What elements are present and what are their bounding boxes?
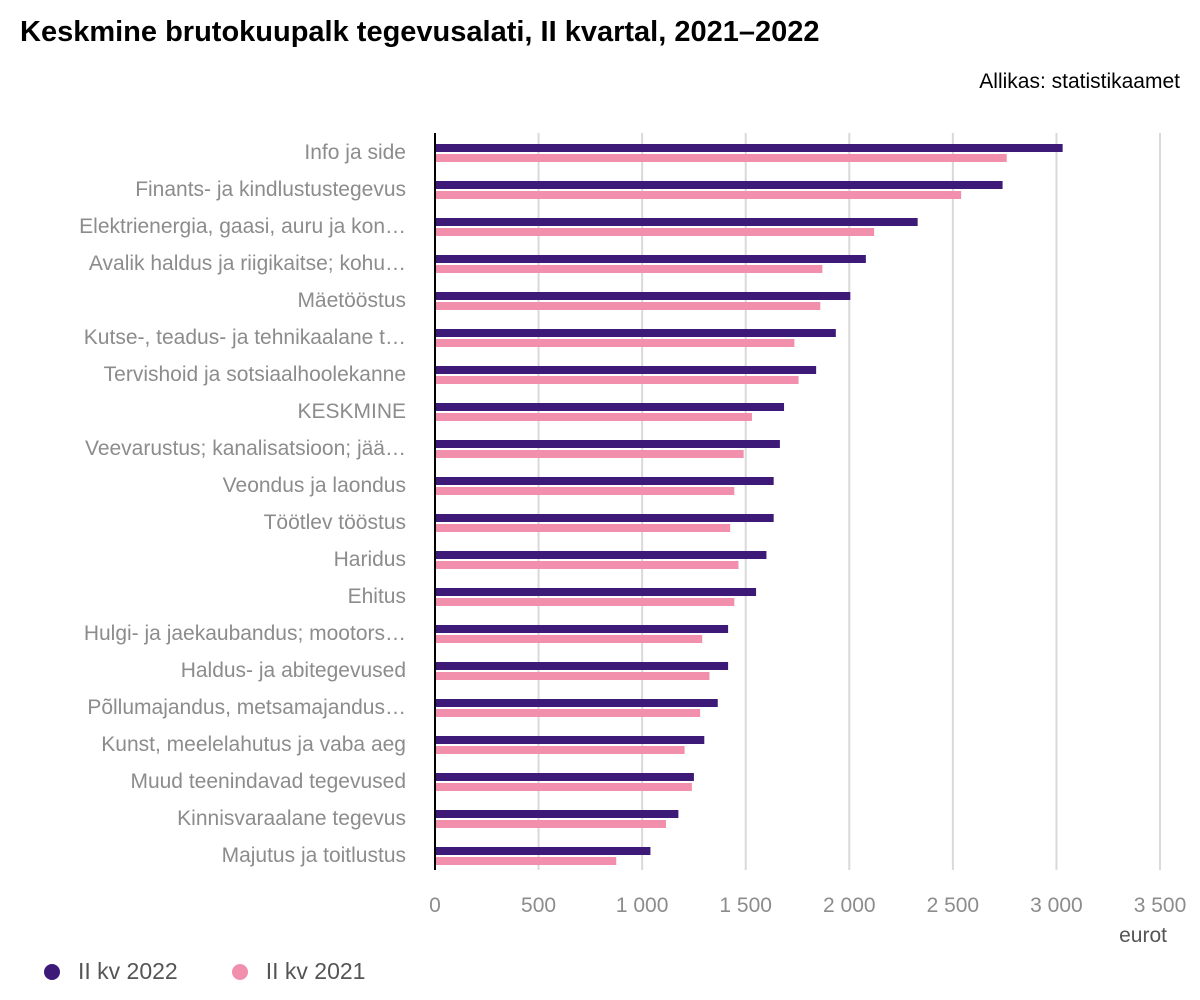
category-label: Haldus- ja abitegevused bbox=[181, 659, 406, 682]
category-label: Töötlev tööstus bbox=[264, 511, 406, 534]
bar-2022[interactable] bbox=[435, 477, 774, 485]
bar-2021[interactable] bbox=[435, 413, 752, 421]
bar-2021[interactable] bbox=[435, 672, 710, 680]
bar-2021[interactable] bbox=[435, 487, 735, 495]
legend: II kv 2022 II kv 2021 bbox=[44, 958, 365, 985]
category-labels: Info ja side Finants- ja kindlustustegevu… bbox=[79, 141, 406, 867]
bar-2021[interactable] bbox=[435, 339, 795, 347]
x-tick-label: 3 000 bbox=[1030, 894, 1083, 917]
bar-2022[interactable] bbox=[435, 736, 705, 744]
bars-layer bbox=[435, 144, 1063, 865]
bar-2021[interactable] bbox=[435, 302, 821, 310]
bar-2022[interactable] bbox=[435, 551, 767, 559]
bar-2021[interactable] bbox=[435, 265, 823, 273]
legend-item-2022[interactable]: II kv 2022 bbox=[44, 958, 178, 985]
bar-2022[interactable] bbox=[435, 292, 851, 300]
category-label: Info ja side bbox=[304, 141, 406, 164]
category-label: Elektrienergia, gaasi, auru ja kon… bbox=[79, 215, 406, 238]
bar-2022[interactable] bbox=[435, 329, 836, 337]
bar-2021[interactable] bbox=[435, 191, 962, 199]
category-label: Muud teenindavad tegevused bbox=[130, 770, 406, 793]
chart-title: Keskmine brutokuupalk tegevusalati, II k… bbox=[20, 16, 820, 48]
bar-2021[interactable] bbox=[435, 820, 666, 828]
bar-2022[interactable] bbox=[435, 255, 866, 263]
category-label: Finants- ja kindlustustegevus bbox=[135, 178, 406, 201]
legend-dot-icon bbox=[231, 963, 248, 980]
category-label: Avalik haldus ja riigikaitse; kohu… bbox=[89, 252, 406, 275]
bar-2021[interactable] bbox=[435, 783, 692, 791]
category-label: Mäetööstus bbox=[297, 289, 406, 312]
category-label: Veevarustus; kanalisatsioon; jää… bbox=[85, 437, 406, 460]
bar-chart: Info ja side Finants- ja kindlustustegevu… bbox=[79, 133, 1186, 947]
bar-2021[interactable] bbox=[435, 709, 701, 717]
bar-2021[interactable] bbox=[435, 228, 875, 236]
bar-2022[interactable] bbox=[435, 588, 757, 596]
category-label: Põllumajandus, metsamajandus… bbox=[87, 696, 406, 719]
bar-2021[interactable] bbox=[435, 154, 1007, 162]
bar-2022[interactable] bbox=[435, 847, 651, 855]
bar-2022[interactable] bbox=[435, 144, 1063, 152]
bar-2022[interactable] bbox=[435, 810, 679, 818]
bar-2022[interactable] bbox=[435, 514, 774, 522]
bar-2022[interactable] bbox=[435, 625, 729, 633]
category-label: Veondus ja laondus bbox=[223, 474, 406, 497]
bar-2021[interactable] bbox=[435, 635, 703, 643]
category-label: Hulgi- ja jaekaubandus; mootors… bbox=[84, 622, 406, 645]
category-label: Tervishoid ja sotsiaalhoolekanne bbox=[104, 363, 406, 386]
bar-2021[interactable] bbox=[435, 450, 744, 458]
category-label: Kutse-, teadus- ja tehnikaalane t… bbox=[84, 326, 406, 349]
bar-2022[interactable] bbox=[435, 181, 1003, 189]
bar-2021[interactable] bbox=[435, 524, 731, 532]
bar-2021[interactable] bbox=[435, 857, 617, 865]
x-tick-label: 3 500 bbox=[1134, 894, 1187, 917]
bar-2022[interactable] bbox=[435, 218, 918, 226]
x-tick-label: 2 500 bbox=[927, 894, 980, 917]
x-tick-label: 0 bbox=[429, 894, 441, 917]
bar-2022[interactable] bbox=[435, 662, 729, 670]
bar-2021[interactable] bbox=[435, 376, 799, 384]
legend-item-2021[interactable]: II kv 2021 bbox=[231, 958, 366, 985]
x-axis-label: eurot bbox=[1119, 924, 1167, 947]
legend-dot-icon bbox=[44, 963, 60, 980]
source-note: Allikas: statistikaamet bbox=[979, 70, 1180, 93]
bar-2022[interactable] bbox=[435, 403, 785, 411]
category-label: Majutus ja toitlustus bbox=[222, 844, 406, 867]
bar-2022[interactable] bbox=[435, 440, 780, 448]
x-tick-label: 2 000 bbox=[823, 894, 876, 917]
category-label: Kunst, meelelahutus ja vaba aeg bbox=[101, 733, 406, 756]
bar-2022[interactable] bbox=[435, 366, 817, 374]
bar-2022[interactable] bbox=[435, 699, 718, 707]
category-label: Kinnisvaraalane tegevus bbox=[177, 807, 406, 830]
bar-2021[interactable] bbox=[435, 561, 739, 569]
legend-label: II kv 2021 bbox=[265, 958, 366, 984]
category-label: KESKMINE bbox=[297, 400, 406, 423]
bar-2022[interactable] bbox=[435, 773, 694, 781]
x-axis-ticks: 0 500 1 000 1 500 2 000 2 500 3 000 3 500 bbox=[429, 894, 1186, 917]
bar-2021[interactable] bbox=[435, 746, 685, 754]
x-tick-label: 500 bbox=[521, 894, 556, 917]
x-tick-label: 1 000 bbox=[616, 894, 669, 917]
category-label: Ehitus bbox=[348, 585, 406, 608]
grid-layer bbox=[537, 133, 1161, 870]
category-label: Haridus bbox=[334, 548, 406, 571]
bar-2021[interactable] bbox=[435, 598, 735, 606]
x-tick-label: 1 500 bbox=[719, 894, 772, 917]
legend-label: II kv 2022 bbox=[78, 958, 178, 984]
